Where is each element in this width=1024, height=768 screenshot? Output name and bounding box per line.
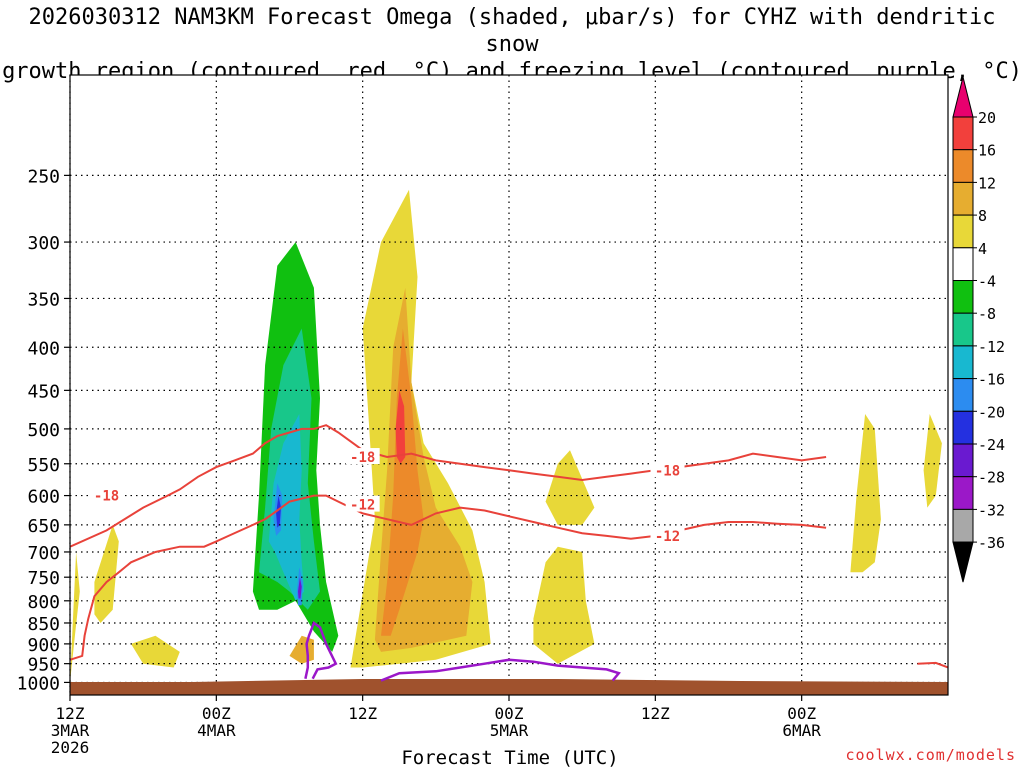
axes: 2503003504004505005506006507007508008509… (17, 74, 949, 757)
contour-label-bg-2 (345, 495, 380, 512)
colorbar-label-4: 4 (978, 240, 987, 258)
contour-label-4: -12 (655, 529, 680, 545)
contour-label-bg-3 (650, 461, 685, 478)
terrain (70, 679, 948, 695)
colorbar-swatch-6 (952, 280, 974, 314)
y-tick-label-750: 750 (27, 568, 60, 589)
colorbar-swatch-5 (952, 247, 974, 282)
colorbar: 20 16 12 8 4 -4 -8 -12 -16 -20 -24 -28 -32 -36 (952, 76, 1005, 583)
colorbar-swatch-10 (952, 410, 974, 445)
y-tick-label-350: 350 (27, 289, 60, 310)
colorbar-swatch-2 (952, 149, 974, 183)
colorbar-swatch-7 (952, 312, 974, 347)
contour-label-3: -18 (655, 463, 680, 479)
x-tick-label-12-0: 00Z (202, 704, 231, 723)
y-tick-label-850: 850 (27, 614, 60, 635)
x-tick-label-0-2: 2026 (51, 738, 90, 757)
colorbar-swatch-3 (952, 181, 974, 216)
omega-region-19 (276, 495, 281, 528)
y-tick-label-900: 900 (27, 635, 60, 656)
x-tick-label-0-1: 3MAR (51, 721, 90, 740)
x-tick-label-48-0: 12Z (641, 704, 670, 723)
contour-label-bg-1 (345, 448, 380, 465)
colorbar-top-arrow (952, 76, 974, 118)
y-tick-label-400: 400 (27, 338, 60, 359)
omega-region-16 (268, 414, 305, 601)
y-tick-label-550: 550 (27, 455, 60, 476)
colorbar-label-7: -12 (978, 338, 1005, 356)
colorbar-label-11: -28 (978, 469, 1005, 487)
contour-label-2: -12 (350, 498, 375, 514)
colorbar-swatch-4 (952, 214, 974, 249)
x-tick-label-0-0: 12Z (56, 704, 85, 723)
y-tick-label-650: 650 (27, 516, 60, 537)
y-tick-label-450: 450 (27, 381, 60, 402)
colorbar-label-10: -24 (978, 436, 1005, 454)
x-tick-label-60-0: 00Z (787, 704, 816, 723)
y-tick-label-700: 700 (27, 543, 60, 564)
colorbar-swatch-8 (952, 345, 974, 380)
colorbar-label-8: -16 (978, 371, 1005, 389)
x-tick-label-36-1: 5MAR (490, 721, 529, 740)
omega-region-7 (923, 414, 942, 508)
colorbar-swatch-1 (952, 116, 974, 151)
contour-freezing_level_2 (380, 658, 621, 682)
colorbar-label-3: 8 (978, 207, 987, 225)
contour-dgz_-18_right (917, 661, 948, 669)
colorbar-label-0: 20 (978, 109, 996, 127)
y-tick-label-600: 600 (27, 487, 60, 508)
omega-shading-layer (70, 175, 942, 683)
colorbar-swatch-9 (952, 378, 974, 412)
omega-region-6 (850, 414, 881, 573)
omega-region-0 (70, 552, 80, 683)
y-tick-label-300: 300 (27, 233, 60, 254)
plot-area (70, 75, 948, 695)
x-axis-label: Forecast Time (UTC) (401, 747, 618, 768)
omega-region-2 (131, 635, 180, 668)
colorbar-bottom-arrow (952, 541, 974, 583)
contour-labels: -18 -18 -12 -18 -12 (89, 448, 685, 545)
colorbar-label-1: 16 (978, 142, 996, 160)
x-tick-label-36-0: 00Z (495, 704, 524, 723)
colorbar-label-2: 12 (978, 174, 996, 192)
omega-region-20 (298, 577, 302, 599)
contour-label-1: -18 (350, 450, 375, 466)
colorbar-swatch-11 (952, 443, 974, 478)
colorbar-swatch-13 (952, 508, 974, 543)
contour-freezing_level_1 (304, 621, 338, 680)
omega-region-1 (94, 524, 119, 623)
x-tick-label-24-0: 12Z (348, 704, 377, 723)
colorbar-label-9: -20 (978, 403, 1005, 421)
x-tick-label-12-1: 4MAR (197, 721, 236, 740)
y-tick-label-1000: 1000 (17, 673, 60, 694)
omega-region-5 (545, 450, 595, 525)
contour-label-0: -18 (94, 489, 119, 505)
colorbar-label-13: -36 (978, 534, 1005, 552)
omega-region-13 (198, 463, 214, 552)
colorbar-swatch-12 (952, 476, 974, 510)
terrain-surface (70, 679, 948, 695)
omega-region-11 (395, 390, 406, 464)
colorbar-label-6: -8 (978, 305, 996, 323)
omega-region-4 (533, 546, 595, 664)
omega-region-10 (381, 328, 424, 636)
contour-label-bg-0 (89, 486, 124, 503)
x-tick-label-60-1: 6MAR (782, 721, 821, 740)
y-tick-label-950: 950 (27, 655, 60, 676)
chart-title-line1: 2026030312 NAM3KM Forecast Omega (shaded… (28, 5, 996, 57)
y-tick-label-800: 800 (27, 592, 60, 613)
colorbar-label-5: -4 (978, 273, 996, 291)
contour-label-bg-4 (650, 526, 685, 543)
colorbar-label-12: -32 (978, 501, 1005, 519)
credit-link[interactable]: coolwx.com/models (845, 746, 1016, 764)
y-tick-label-250: 250 (27, 166, 60, 187)
y-tick-label-500: 500 (27, 420, 60, 441)
